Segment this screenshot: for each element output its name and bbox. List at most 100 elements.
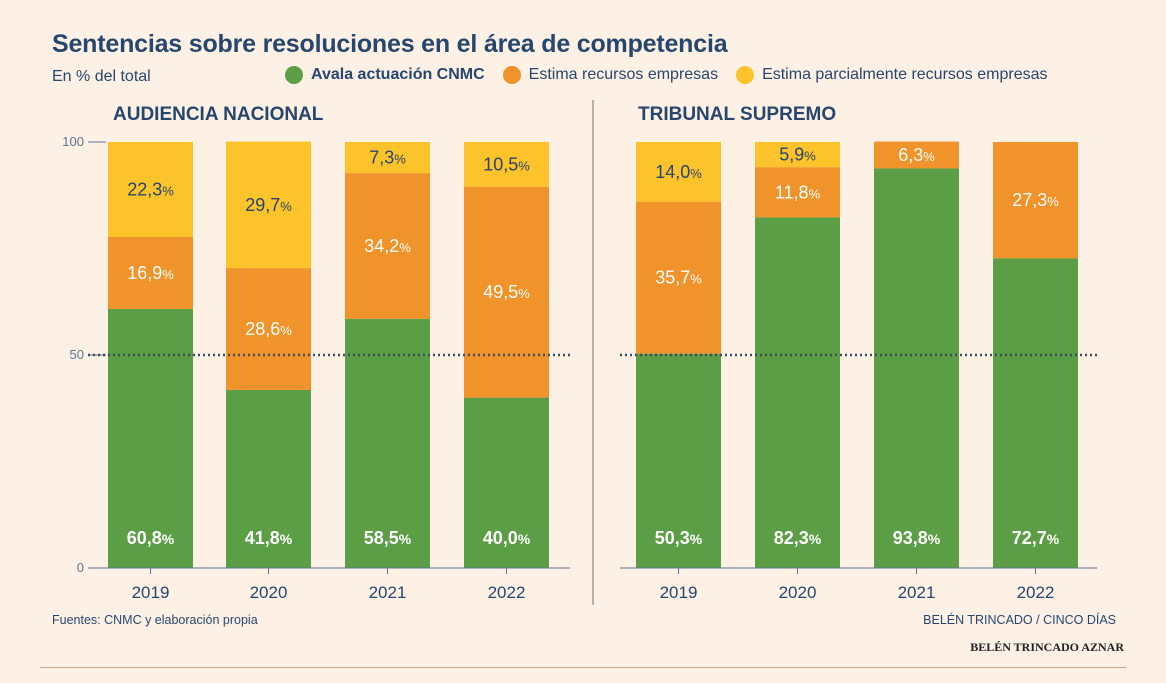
legend-label: Estima recursos empresas <box>528 66 719 83</box>
data-label-value: 7,3 <box>369 148 394 168</box>
bar-segment-green <box>108 308 193 568</box>
bar-segment-orange <box>345 173 430 319</box>
data-label: 29,7% <box>245 195 292 215</box>
legend-label: Estima parcialmente recursos empresas <box>762 66 1048 83</box>
bar-segment-yellow <box>345 142 430 174</box>
chart-title: Sentencias sobre resoluciones en el área… <box>52 30 728 58</box>
data-label: 34,2% <box>364 236 411 256</box>
data-label-value: 11,8 <box>775 182 809 202</box>
data-label-unit: % <box>399 531 412 547</box>
data-label-value: 28,6 <box>245 319 280 339</box>
data-label-unit: % <box>518 286 530 301</box>
chart-subtitle: En % del total <box>52 68 151 85</box>
bar-segment-yellow <box>755 142 840 168</box>
data-label-unit: % <box>280 323 292 338</box>
legend-item-parcial: Estima parcialmente recursos empresas <box>736 66 1048 84</box>
data-label: 49,5% <box>483 282 530 302</box>
legend-label: Avala actuación CNMC <box>311 66 485 83</box>
data-label-value: 16,9 <box>127 263 162 283</box>
bar-segment-green <box>636 353 721 568</box>
x-tick-label: 2022 <box>1017 583 1055 602</box>
data-label: 35,7% <box>655 268 702 288</box>
data-label: 41,8% <box>245 528 293 548</box>
data-label-unit: % <box>690 166 702 181</box>
data-label: 10,5% <box>483 154 530 174</box>
data-label-value: 29,7 <box>245 195 280 215</box>
data-label-unit: % <box>809 531 822 547</box>
x-tick-label: 2020 <box>779 583 817 602</box>
data-label: 28,6% <box>245 319 292 339</box>
data-label: 11,8% <box>775 182 821 202</box>
data-label: 16,9% <box>127 263 174 283</box>
data-label: 27,3% <box>1012 190 1059 210</box>
data-label: 22,3% <box>127 179 174 199</box>
bar-segment-green <box>464 397 549 568</box>
y-tick-label: 50 <box>70 347 84 362</box>
data-label: 93,8% <box>893 528 941 548</box>
bar-segment-orange <box>636 201 721 354</box>
legend-item-estima: Estima recursos empresas <box>502 66 719 84</box>
data-label-value: 34,2 <box>364 236 399 256</box>
data-label: 58,5% <box>364 528 412 548</box>
bar-segment-green <box>993 258 1078 568</box>
data-label-value: 82,3 <box>774 528 809 548</box>
data-label-unit: % <box>399 240 411 255</box>
data-label-unit: % <box>809 186 821 201</box>
data-label: 40,0% <box>483 528 531 548</box>
bar-segment-green <box>226 389 311 568</box>
data-label-value: 6,3 <box>898 145 923 165</box>
legend: Avala actuación CNMC Estima recursos emp… <box>285 66 1066 84</box>
data-label-value: 93,8 <box>893 528 928 548</box>
data-label-unit: % <box>280 531 293 547</box>
data-label: 72,7% <box>1012 528 1060 548</box>
bar-segment-yellow <box>108 142 193 237</box>
data-label-unit: % <box>690 531 703 547</box>
data-label: 5,9% <box>779 145 816 165</box>
data-label-value: 40,0 <box>483 528 518 548</box>
data-label: 14,0% <box>655 162 702 182</box>
bar-segment-green <box>755 217 840 569</box>
x-tick-label: 2019 <box>660 583 698 602</box>
data-label-value: 22,3 <box>127 179 162 199</box>
data-label-value: 72,7 <box>1012 528 1047 548</box>
panel-title: AUDIENCIA NACIONAL <box>113 104 324 125</box>
bar-segment-yellow <box>636 142 721 202</box>
bar-segment-orange <box>226 268 311 390</box>
data-label-unit: % <box>162 267 174 282</box>
legend-swatch-green <box>285 66 303 84</box>
bar-segment-green <box>874 168 959 569</box>
data-label-value: 60,8 <box>127 528 162 548</box>
source-note: Fuentes: CNMC y elaboración propia <box>52 613 258 627</box>
x-tick-label: 2019 <box>132 583 170 602</box>
bar-segment-orange <box>874 141 959 169</box>
data-label-unit: % <box>162 183 174 198</box>
bar-segment-orange <box>755 167 840 218</box>
x-tick-label: 2021 <box>898 583 936 602</box>
data-label: 82,3% <box>774 528 822 548</box>
legend-swatch-orange <box>502 66 521 84</box>
data-label: 50,3% <box>655 528 703 548</box>
data-label-value: 50,3 <box>655 528 690 548</box>
panel-title: TRIBUNAL SUPREMO <box>638 104 836 125</box>
data-label-value: 10,5 <box>483 154 518 174</box>
x-tick-label: 2022 <box>488 583 526 602</box>
data-label-value: 27,3 <box>1012 190 1047 210</box>
data-label: 7,3% <box>369 148 406 168</box>
data-label-unit: % <box>394 152 406 167</box>
bottom-divider <box>40 667 1126 668</box>
bar-segment-orange <box>108 236 193 309</box>
data-label-value: 49,5 <box>483 282 518 302</box>
data-label-unit: % <box>1047 531 1060 547</box>
bar-segment-orange <box>464 186 549 398</box>
data-label-unit: % <box>804 149 816 164</box>
byline: BELÉN TRINCADO AZNAR <box>970 640 1124 654</box>
bar-segment-green <box>345 318 430 568</box>
data-label-unit: % <box>928 531 941 547</box>
legend-swatch-yellow <box>736 66 755 84</box>
y-tick-label: 0 <box>77 560 84 575</box>
data-label-unit: % <box>1047 194 1059 209</box>
data-label-value: 5,9 <box>779 145 804 165</box>
data-label-value: 35,7 <box>655 268 690 288</box>
data-label-value: 58,5 <box>364 528 399 548</box>
